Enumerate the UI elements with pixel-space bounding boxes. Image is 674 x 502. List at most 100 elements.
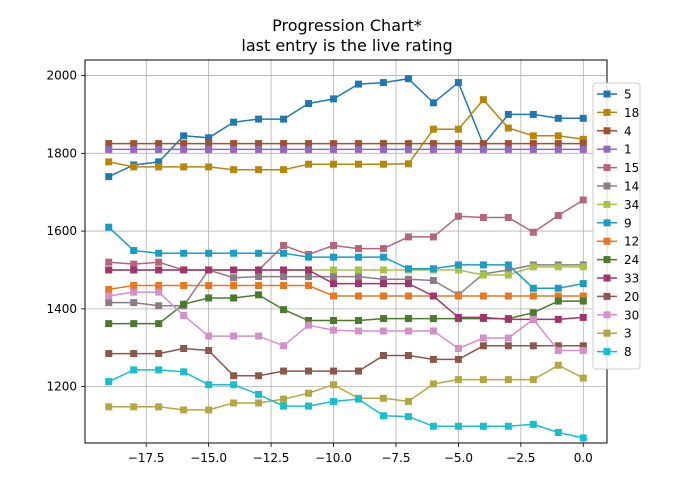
data-point bbox=[404, 292, 412, 300]
series-9 bbox=[105, 223, 587, 292]
data-point bbox=[504, 315, 512, 323]
data-point bbox=[330, 266, 338, 274]
data-point bbox=[529, 228, 537, 236]
data-point bbox=[130, 266, 138, 274]
data-point bbox=[230, 145, 238, 153]
data-point bbox=[130, 288, 138, 296]
data-point bbox=[255, 249, 263, 257]
data-point bbox=[230, 166, 238, 174]
x-tick-label: −2.5 bbox=[506, 451, 535, 465]
data-point bbox=[155, 282, 163, 290]
data-point bbox=[354, 140, 362, 148]
data-point bbox=[255, 399, 263, 407]
data-point bbox=[404, 315, 412, 323]
data-point bbox=[554, 140, 562, 148]
data-point bbox=[454, 125, 462, 133]
legend-item-20[interactable]: 20 bbox=[597, 290, 639, 304]
data-point bbox=[379, 160, 387, 168]
data-point bbox=[230, 282, 238, 290]
legend-item-4[interactable]: 4 bbox=[597, 124, 632, 138]
data-point bbox=[529, 315, 537, 323]
data-point bbox=[330, 140, 338, 148]
legend-item-18[interactable]: 18 bbox=[597, 106, 639, 120]
data-point bbox=[404, 275, 412, 283]
legend-item-33[interactable]: 33 bbox=[597, 272, 639, 286]
data-point bbox=[354, 245, 362, 253]
data-point bbox=[429, 276, 437, 284]
data-point bbox=[379, 280, 387, 288]
data-point bbox=[579, 292, 587, 300]
data-point bbox=[105, 320, 113, 328]
legend-box bbox=[592, 82, 641, 370]
legend[interactable]: 5 18 4 1 15 14 34 9 12 24 33 20 30 3 8 bbox=[592, 82, 641, 370]
series-line bbox=[108, 226, 584, 289]
data-point bbox=[579, 346, 587, 354]
data-point bbox=[504, 266, 512, 274]
legend-label: 20 bbox=[624, 290, 639, 304]
data-point bbox=[529, 263, 537, 271]
data-point bbox=[479, 140, 487, 148]
legend-item-30[interactable]: 30 bbox=[597, 308, 639, 322]
data-point bbox=[330, 273, 338, 281]
chart-title: Progression Chart* bbox=[272, 16, 422, 35]
series-line bbox=[108, 345, 584, 377]
data-point bbox=[504, 342, 512, 350]
legend-marker bbox=[603, 274, 611, 282]
data-point bbox=[379, 275, 387, 283]
data-point bbox=[305, 253, 313, 261]
legend-item-24[interactable]: 24 bbox=[597, 253, 639, 267]
legend-label: 14 bbox=[624, 180, 639, 194]
data-point bbox=[579, 434, 587, 442]
data-point bbox=[504, 422, 512, 430]
data-point bbox=[404, 327, 412, 335]
data-point bbox=[354, 327, 362, 335]
data-point bbox=[330, 326, 338, 334]
data-point bbox=[305, 389, 313, 397]
data-point bbox=[554, 297, 562, 305]
data-point bbox=[454, 313, 462, 321]
data-point bbox=[579, 297, 587, 305]
legend-item-8[interactable]: 8 bbox=[597, 345, 632, 359]
data-point bbox=[305, 317, 313, 325]
data-point bbox=[255, 332, 263, 340]
data-point bbox=[155, 158, 163, 166]
series-line bbox=[108, 291, 584, 352]
data-point bbox=[255, 390, 263, 398]
legend-item-15[interactable]: 15 bbox=[597, 161, 639, 175]
data-point bbox=[454, 79, 462, 87]
data-point bbox=[404, 75, 412, 83]
legend-item-12[interactable]: 12 bbox=[597, 235, 639, 249]
legend-item-34[interactable]: 34 bbox=[597, 198, 639, 212]
data-point bbox=[554, 292, 562, 300]
data-point bbox=[255, 166, 263, 174]
legend-item-1[interactable]: 1 bbox=[597, 143, 632, 157]
data-point bbox=[305, 140, 313, 148]
data-point bbox=[354, 273, 362, 281]
data-point bbox=[105, 378, 113, 386]
data-point bbox=[354, 80, 362, 88]
legend-item-5[interactable]: 5 bbox=[597, 88, 632, 102]
data-point bbox=[230, 399, 238, 407]
legend-item-14[interactable]: 14 bbox=[597, 180, 639, 194]
data-point bbox=[205, 145, 213, 153]
legend-item-3[interactable]: 3 bbox=[597, 327, 632, 341]
data-point bbox=[504, 334, 512, 342]
data-point bbox=[130, 299, 138, 307]
data-point bbox=[330, 160, 338, 168]
data-point bbox=[330, 280, 338, 288]
data-point bbox=[180, 282, 188, 290]
data-point bbox=[529, 292, 537, 300]
series-20 bbox=[105, 342, 587, 380]
data-point bbox=[429, 125, 437, 133]
data-point bbox=[554, 346, 562, 354]
data-point bbox=[479, 342, 487, 350]
chart-subtitle: last entry is the live rating bbox=[241, 36, 452, 55]
series-line bbox=[108, 199, 584, 271]
x-tick-label: −12.5 bbox=[253, 451, 290, 465]
series-line bbox=[108, 369, 584, 439]
legend-label: 30 bbox=[624, 308, 639, 322]
data-point bbox=[529, 110, 537, 118]
legend-item-9[interactable]: 9 bbox=[597, 216, 632, 230]
data-point bbox=[579, 140, 587, 148]
